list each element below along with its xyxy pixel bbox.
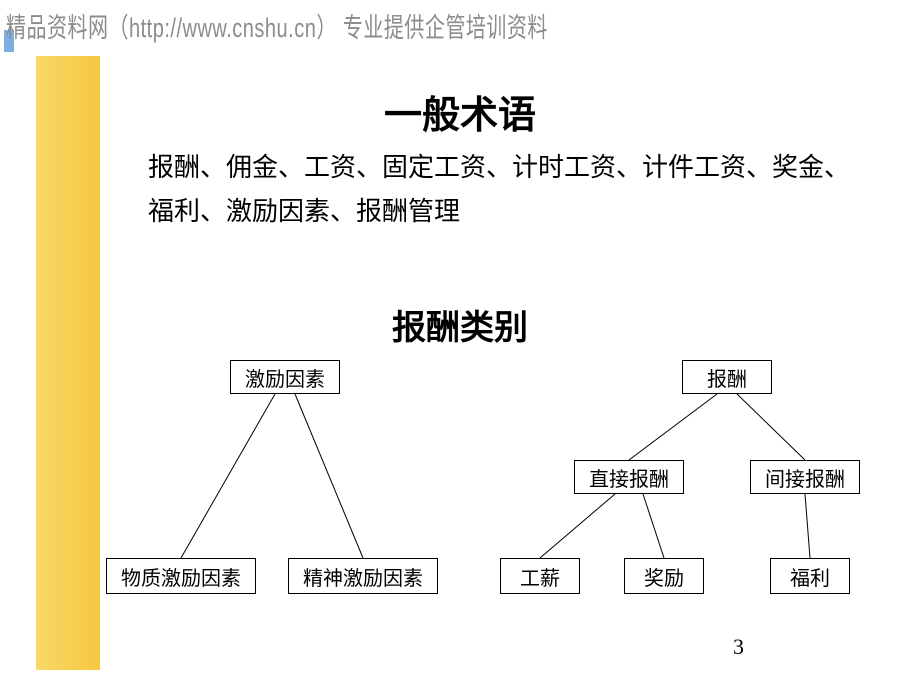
diagram-node-n_incentive: 激励因素	[230, 360, 340, 394]
heading-general-terms: 一般术语	[0, 84, 920, 139]
diagram-edge	[805, 494, 810, 558]
terms-paragraph: 报酬、佣金、工资、固定工资、计时工资、计件工资、奖金、福利、激励因素、报酬管理	[148, 146, 868, 234]
diagram-edge	[181, 394, 275, 558]
diagram-edge	[629, 394, 717, 460]
diagram-node-n_welfare: 福利	[770, 558, 850, 594]
watermark-text: 精品资料网（http://www.cnshu.cn） 专业提供企管培训资料	[6, 6, 548, 45]
slide-content: 一般术语 报酬、佣金、工资、固定工资、计时工资、计件工资、奖金、福利、激励因素、…	[0, 0, 920, 690]
diagram-node-n_material: 物质激励因素	[106, 558, 256, 594]
heading-reward-categories: 报酬类别	[0, 300, 920, 349]
diagram-edge	[737, 394, 805, 460]
diagram-node-n_salary: 工薪	[500, 558, 580, 594]
diagram-node-n_spiritual: 精神激励因素	[288, 558, 438, 594]
diagram-node-n_indirect: 间接报酬	[750, 460, 860, 494]
diagram-edge	[643, 494, 664, 558]
diagram-node-n_direct: 直接报酬	[574, 460, 684, 494]
diagram-edge	[540, 494, 615, 558]
page-number: 3	[733, 634, 744, 660]
diagram-node-n_bonus: 奖励	[624, 558, 704, 594]
diagram-node-n_reward: 报酬	[682, 360, 772, 394]
diagram-edge	[295, 394, 363, 558]
